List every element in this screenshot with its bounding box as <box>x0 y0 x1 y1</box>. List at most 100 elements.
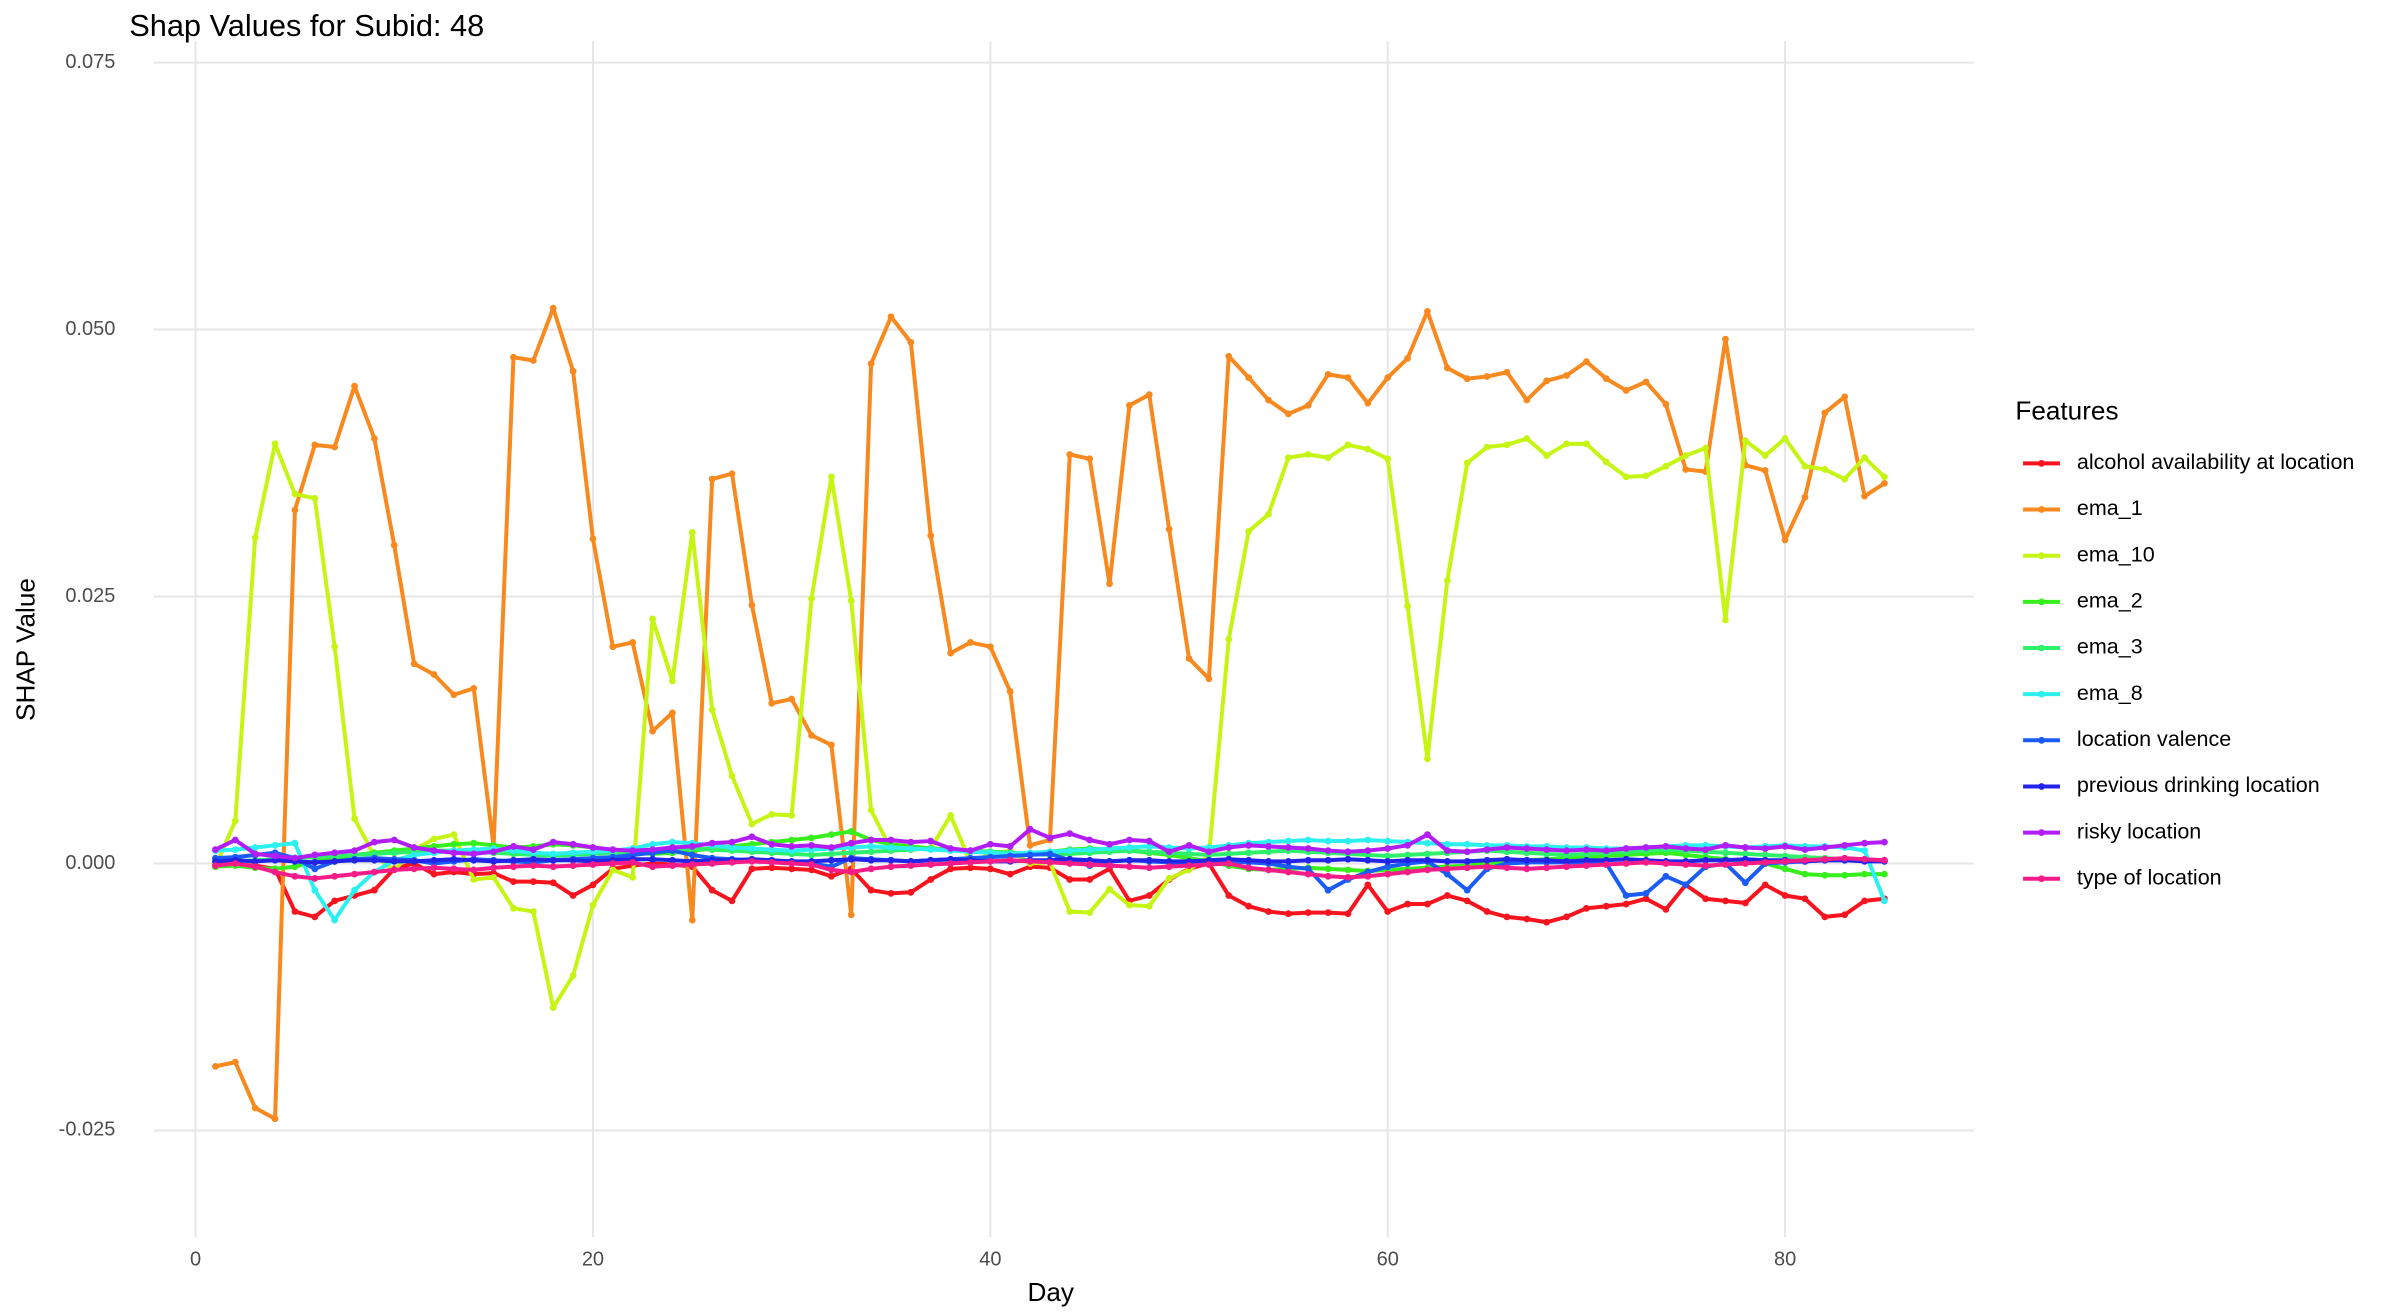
data-point <box>788 812 796 819</box>
data-point <box>1642 889 1650 897</box>
data-point <box>1364 872 1372 880</box>
data-point <box>1404 841 1411 849</box>
data-point <box>589 535 597 543</box>
data-point <box>1682 452 1690 459</box>
data-point <box>788 860 796 867</box>
data-point <box>529 846 537 853</box>
data-point <box>1861 847 1868 855</box>
data-point <box>1304 856 1312 864</box>
data-point <box>748 845 756 852</box>
data-point <box>649 615 656 623</box>
data-point <box>669 677 676 685</box>
data-point <box>867 886 875 894</box>
data-point <box>1245 374 1253 381</box>
data-point <box>231 860 239 867</box>
data-point <box>529 878 537 886</box>
data-point <box>1841 841 1849 849</box>
data-point <box>1801 870 1809 878</box>
data-point <box>1026 857 1034 865</box>
data-point <box>549 838 557 846</box>
data-point <box>967 639 974 646</box>
data-point <box>827 844 835 851</box>
data-point <box>1483 863 1491 871</box>
data-point <box>1265 843 1272 850</box>
data-point <box>1066 860 1074 867</box>
data-point <box>1523 865 1531 873</box>
data-point <box>847 597 855 605</box>
data-point <box>788 865 796 873</box>
data-point <box>1126 863 1133 871</box>
data-point <box>311 494 319 502</box>
data-point <box>1483 373 1491 380</box>
data-point <box>1404 900 1411 908</box>
data-point <box>1801 493 1809 501</box>
data-point <box>1662 872 1670 880</box>
data-point <box>1225 352 1233 360</box>
data-point <box>1284 857 1292 865</box>
y-tick-label: 0.000 <box>65 852 115 874</box>
data-point <box>867 848 875 856</box>
data-point <box>1702 856 1709 864</box>
data-point <box>1801 895 1809 903</box>
data-point <box>1702 895 1709 903</box>
data-point <box>1563 440 1570 448</box>
data-point <box>827 872 835 880</box>
data-point <box>1861 492 1868 500</box>
data-point <box>549 1004 557 1012</box>
data-point <box>669 862 676 870</box>
data-point <box>1304 865 1312 873</box>
data-point <box>1483 846 1491 853</box>
data-point <box>470 839 478 847</box>
y-tick-label: 0.050 <box>65 318 115 340</box>
data-point <box>1384 837 1392 845</box>
data-point <box>490 873 497 881</box>
data-point <box>688 843 696 850</box>
legend-swatch-point <box>2038 506 2045 513</box>
data-point <box>450 840 458 848</box>
data-point <box>1761 467 1769 474</box>
data-point <box>1324 454 1332 462</box>
data-point <box>688 916 696 924</box>
data-point <box>1384 870 1392 878</box>
data-point <box>986 643 994 651</box>
data-point <box>1622 892 1630 899</box>
data-point <box>748 601 756 609</box>
data-point <box>371 886 378 894</box>
data-point <box>1126 401 1133 409</box>
data-point <box>212 846 219 853</box>
data-point <box>1841 911 1849 919</box>
data-point <box>450 831 458 839</box>
data-point <box>490 857 497 865</box>
data-point <box>808 851 815 859</box>
data-point <box>351 815 358 823</box>
data-point <box>1066 908 1074 915</box>
data-point <box>331 857 339 865</box>
data-point <box>1642 895 1650 903</box>
data-point <box>1086 876 1094 883</box>
data-point <box>708 706 716 714</box>
data-point <box>351 847 358 855</box>
data-point <box>1881 856 1888 864</box>
data-point <box>251 850 259 858</box>
data-point <box>1404 602 1411 610</box>
data-point <box>1344 837 1352 845</box>
data-point <box>371 868 378 876</box>
data-point <box>827 866 835 874</box>
data-point <box>1384 863 1392 871</box>
data-point <box>549 856 557 864</box>
data-point <box>1463 375 1471 383</box>
data-point <box>1523 856 1531 864</box>
x-tick-label: 80 <box>1774 1249 1796 1271</box>
data-point <box>569 972 577 979</box>
data-point <box>1324 865 1332 873</box>
data-point <box>410 844 418 851</box>
data-point <box>291 490 299 498</box>
data-point <box>1543 856 1551 864</box>
data-point <box>1165 525 1173 533</box>
data-point <box>291 908 299 915</box>
data-point <box>529 855 537 863</box>
data-point <box>410 851 418 859</box>
data-point <box>1543 452 1551 459</box>
data-point <box>1145 856 1153 864</box>
data-point <box>251 1104 259 1112</box>
